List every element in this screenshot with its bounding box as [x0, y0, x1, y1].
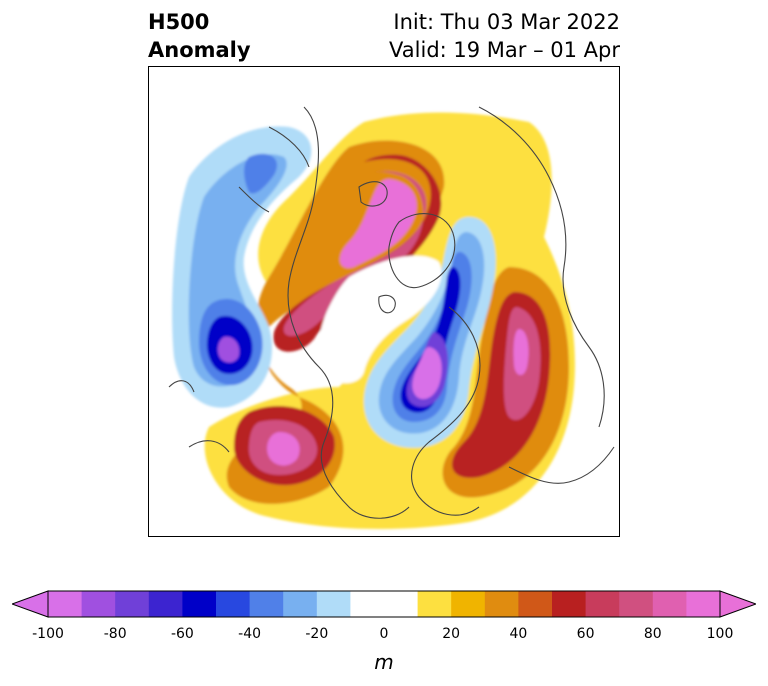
colorbar-tick-label: 20: [442, 626, 461, 642]
colorbar-segment: [518, 591, 553, 617]
negative-anomaly-center-100: [412, 347, 442, 400]
colorbar-segment: [48, 591, 83, 617]
anomaly-map: [148, 66, 620, 537]
negative-anomaly-west-40-north: [244, 153, 277, 194]
coastline-arctic-islands: [358, 181, 396, 314]
colorbar-segment: [115, 591, 150, 617]
colorbar-segment: [552, 591, 587, 617]
colorbar-segment: [249, 591, 284, 617]
coastline-north-america: [287, 106, 410, 519]
anomaly-map-svg: [168, 106, 615, 529]
colorbar-tick-label: -80: [103, 626, 127, 642]
colorbar-tick-label: -40: [238, 626, 262, 642]
colorbar-segment: [81, 591, 116, 617]
colorbar-segment: [686, 591, 721, 617]
negative-anomaly-west-100: [217, 336, 240, 363]
colorbar: [12, 590, 756, 618]
colorbar-segment: [451, 591, 486, 617]
colorbar-segment: [148, 591, 183, 617]
coastline-japan: [168, 380, 230, 453]
colorbar-over-arrow: [719, 590, 756, 618]
colorbar-segment: [619, 591, 654, 617]
colorbar-under-arrow: [12, 590, 49, 618]
chart-title-left: H500 Anomaly: [148, 8, 251, 64]
positive-anomaly-100-west: [267, 432, 300, 466]
colorbar-tick-label: -100: [32, 626, 64, 642]
colorbar-tick-label: -60: [170, 626, 194, 642]
coastlines: [168, 106, 615, 519]
colorbar-segment: [316, 591, 351, 617]
coastline-bering: [238, 126, 310, 213]
colorbar-outline: [47, 590, 721, 618]
colorbar-tick-label: 60: [576, 626, 595, 642]
title-variable: H500: [148, 10, 210, 34]
colorbar-segment: [585, 591, 620, 617]
colorbar-segment: [484, 591, 519, 617]
colorbar-unit: m: [374, 650, 394, 674]
colorbar-segment: [283, 591, 318, 617]
positive-anomaly-80-north: [283, 171, 427, 337]
coastline-europe: [411, 306, 481, 516]
positive-anomaly-100-east: [513, 329, 529, 376]
coastline-africa-middle-east: [508, 446, 615, 484]
colorbar-segment: [216, 591, 251, 617]
colorbar-segment: [182, 591, 217, 617]
colorbar-tick-label: -20: [305, 626, 329, 642]
colorbar-tick-label: 80: [643, 626, 662, 642]
colorbar-segment: [350, 591, 419, 617]
chart-title-right: Init: Thu 03 Mar 2022 Valid: 19 Mar – 01…: [389, 8, 620, 64]
colorbar-segment: [652, 591, 687, 617]
colorbar-tick-label: 40: [509, 626, 528, 642]
colorbar-segment: [417, 591, 452, 617]
colorbar-tick-label: 100: [706, 626, 734, 642]
coastline-greenland: [388, 213, 456, 289]
coastline-asia: [478, 106, 605, 428]
positive-anomaly-100-north: [339, 179, 417, 268]
title-type: Anomaly: [148, 38, 251, 62]
valid-range: Valid: 19 Mar – 01 Apr: [389, 38, 620, 62]
init-date: Init: Thu 03 Mar 2022: [393, 10, 620, 34]
colorbar-segments: [48, 591, 721, 617]
colorbar-tick-label: 0: [379, 626, 389, 642]
